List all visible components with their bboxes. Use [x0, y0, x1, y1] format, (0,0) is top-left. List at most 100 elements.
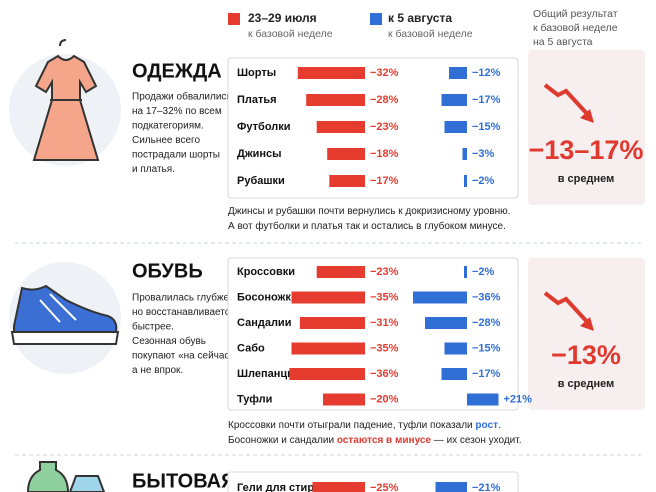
legend-sub: к базовой неделе — [388, 28, 473, 40]
bar — [444, 121, 467, 133]
section-description: Провалилась глубже, — [132, 292, 232, 304]
category-label: Рубашки — [237, 175, 285, 187]
value-label: −15% — [472, 121, 501, 133]
bar — [291, 291, 365, 304]
value-label: −35% — [370, 291, 399, 303]
summary-box — [528, 50, 645, 205]
summary-box — [528, 258, 645, 410]
table-box — [227, 57, 519, 199]
value-label: −15% — [472, 342, 501, 354]
bar — [312, 482, 365, 492]
category-label: Сандалии — [237, 317, 291, 329]
section-description: подкатегориям. — [132, 121, 204, 132]
section-description: а не впрок. — [132, 365, 183, 376]
bar — [306, 94, 365, 106]
section-description: быстрее. — [132, 321, 174, 333]
value-label: −17% — [370, 175, 399, 187]
value-label: −35% — [370, 342, 399, 354]
result-header: на 5 августа — [533, 36, 593, 48]
category-label: Шорты — [237, 67, 276, 79]
section-description: и платья. — [132, 164, 175, 175]
legend-label: 23–29 июля — [248, 11, 317, 25]
section-title: ОБУВЬ — [132, 260, 203, 282]
value-label: −21% — [472, 482, 501, 492]
legend-sub: к базовой неделе — [248, 28, 333, 40]
bar — [425, 317, 467, 329]
trend-arrow — [543, 83, 592, 119]
summary-label: в среднем — [558, 173, 615, 185]
bar — [441, 368, 467, 380]
note: Кроссовки почти отыграли падение, туфли … — [228, 419, 501, 431]
value-label: −36% — [370, 368, 399, 380]
bar — [291, 342, 365, 355]
category-label: Сабо — [237, 342, 265, 354]
summary-label: в среднем — [558, 378, 615, 390]
bar — [316, 266, 365, 278]
category-label: Туфли — [237, 393, 272, 405]
section-description: пострадали шорты — [132, 150, 220, 161]
category-label: Гели для стирки — [237, 482, 326, 492]
legend-swatch — [370, 13, 382, 25]
bar — [323, 393, 365, 406]
value-label: −28% — [370, 94, 399, 106]
section-title: БЫТОВАЯ — [132, 470, 236, 492]
section-description: Сезонная обувь — [132, 335, 206, 347]
category-label: Платья — [237, 94, 277, 106]
note: Джинсы и рубашки почти вернулись к докри… — [228, 205, 510, 217]
bar — [435, 482, 467, 492]
note-segment: . — [498, 420, 501, 431]
value-label: −17% — [472, 368, 501, 380]
section-description: но восстанавливается — [132, 307, 235, 318]
value-label: −17% — [472, 94, 501, 106]
section-title: ОДЕЖДА — [132, 60, 222, 82]
section-description: покупают «на сейчас», — [132, 351, 238, 362]
bottle-icon — [26, 461, 106, 492]
bar — [441, 94, 467, 106]
value-label: −23% — [370, 266, 399, 278]
bar — [289, 368, 365, 380]
trend-arrowhead — [580, 109, 594, 123]
summary-value: −13–17% — [529, 135, 644, 165]
value-label: −32% — [370, 67, 399, 79]
note-segment: Кроссовки почти отыграли падение, туфли … — [228, 419, 475, 431]
note-segment: Босоножки и сандалии — [228, 435, 337, 446]
value-label: −20% — [370, 393, 399, 405]
value-label: −2% — [472, 266, 495, 278]
bar — [413, 291, 467, 304]
dress-icon — [32, 39, 100, 161]
result-header: к базовой неделе — [533, 22, 618, 34]
bar — [327, 148, 365, 160]
category-label: Футболки — [237, 121, 291, 133]
note: А вот футболки и платья так и остались в… — [228, 220, 506, 232]
value-label: −25% — [370, 482, 399, 492]
bar — [329, 175, 365, 187]
bar — [444, 342, 467, 355]
note: Босоножки и сандалии остаются в минусе —… — [228, 435, 522, 446]
bar — [467, 393, 499, 406]
note-segment: Джинсы и рубашки почти вернулись к докри… — [228, 205, 510, 217]
note-segment: остаются в минусе — [337, 435, 432, 446]
trend-arrowhead — [580, 317, 594, 331]
value-label: −23% — [370, 121, 399, 133]
bar — [316, 121, 365, 133]
result-header: Общий результат — [533, 8, 618, 20]
value-label: −12% — [472, 67, 501, 79]
note-segment: — их сезон уходит. — [431, 435, 522, 446]
section-description: на 17–32% по всем — [132, 106, 222, 117]
category-label: Кроссовки — [237, 266, 295, 278]
bar — [464, 175, 467, 187]
bar — [464, 266, 467, 278]
trend-arrow — [543, 291, 592, 327]
value-label: −18% — [370, 148, 399, 160]
value-label: +21% — [504, 393, 533, 405]
category-label: Босоножки — [237, 291, 298, 303]
legend-swatch — [228, 13, 240, 25]
bar — [462, 148, 467, 160]
summary-value: −13% — [551, 340, 621, 370]
category-label: Шлепанцы — [237, 368, 297, 380]
section-description: Сильнее всего — [132, 135, 200, 146]
note-segment: рост — [475, 420, 498, 431]
value-label: −28% — [472, 317, 501, 329]
value-label: −2% — [472, 175, 495, 187]
